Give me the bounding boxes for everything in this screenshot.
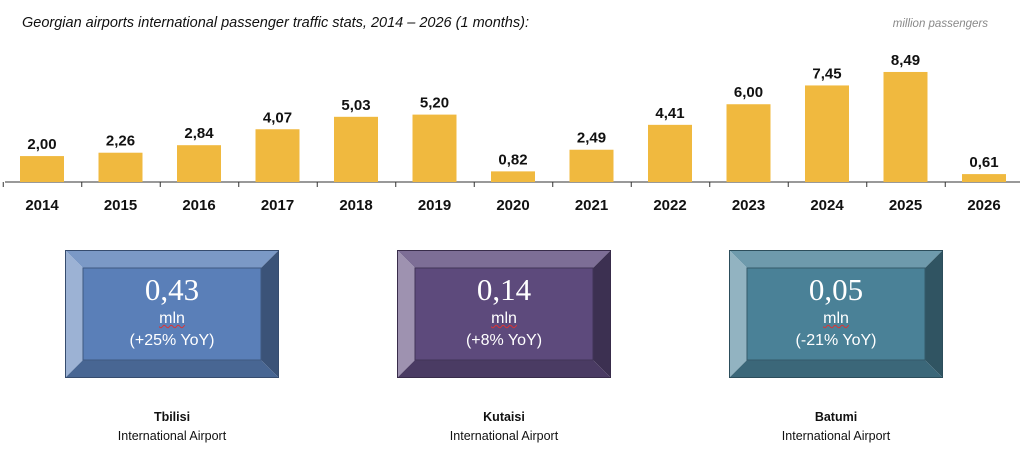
airport-name: Tbilisi: [153, 410, 191, 424]
x-tick-label: 2021: [575, 197, 608, 214]
passenger-value: 0,05: [808, 272, 864, 307]
data-label: 2,49: [577, 130, 606, 147]
data-label: 4,41: [655, 105, 684, 122]
bar: [20, 156, 64, 182]
data-label: 5,03: [341, 97, 370, 114]
passenger-value: 0,43: [144, 272, 200, 307]
bevel-frame: [65, 250, 279, 378]
unit-text: mln: [823, 310, 849, 327]
x-tick-label: 2017: [261, 197, 294, 214]
x-tick-label: 2024: [810, 197, 844, 214]
airport-subtitle: International Airport: [781, 429, 891, 443]
bar: [98, 152, 143, 182]
data-label: 2,00: [27, 136, 56, 153]
airport-subtitle: International Airport: [449, 429, 559, 443]
airport-caption: Tbilisi International Airport: [65, 408, 279, 446]
bevel-frame: [729, 250, 943, 378]
airport-caption: Batumi International Airport: [729, 408, 943, 446]
x-tick-label: 2015: [104, 197, 137, 214]
bar: [412, 114, 457, 182]
data-label: 0,61: [969, 154, 998, 171]
bar: [569, 149, 614, 182]
airport-caption: Kutaisi International Airport: [397, 408, 611, 446]
airport-name: Kutaisi: [483, 410, 525, 424]
bar: [177, 145, 221, 182]
x-tick-label: 2014: [25, 197, 59, 214]
bar-chart: 2,00 2014 2,26 2015 2,84 2016 4,07 2017 5,03 2018…: [2, 52, 1020, 214]
data-label: 7,45: [812, 65, 841, 82]
unit-text: mln: [159, 310, 185, 327]
x-tick-label: 2018: [339, 197, 372, 214]
data-label: 2,26: [106, 133, 135, 150]
x-tick-label: 2025: [889, 197, 922, 214]
x-tick-label: 2023: [732, 197, 765, 214]
bar: [883, 71, 928, 182]
unit-text: mln: [491, 310, 517, 327]
x-tick-label: 2022: [653, 197, 686, 214]
x-tick-label: 2026: [967, 197, 1000, 214]
x-tick-label: 2016: [182, 197, 215, 214]
bar: [726, 104, 771, 182]
chart-title: Georgian airports international passenge…: [22, 15, 529, 31]
data-label: 4,07: [263, 109, 292, 126]
yoy-change: (-21% YoY): [795, 332, 877, 349]
passenger-value: 0,14: [476, 272, 532, 307]
airport-subtitle: International Airport: [117, 429, 227, 443]
bevel-frame: [397, 250, 611, 378]
yoy-change: (+8% YoY): [465, 332, 543, 349]
unit-label: million passengers: [892, 18, 988, 30]
airport-tile-batumi: 0,05 mln (-21% YoY): [729, 250, 943, 378]
data-label: 5,20: [420, 95, 449, 112]
x-tick-label: 2019: [418, 197, 451, 214]
bar: [805, 85, 849, 182]
yoy-change: (+25% YoY): [129, 332, 215, 349]
airport-tile-kutaisi: 0,14 mln (+8% YoY): [397, 250, 611, 378]
data-label: 0,82: [498, 151, 527, 168]
x-tick-label: 2020: [496, 197, 529, 214]
bar: [491, 171, 535, 182]
airport-tile-tbilisi: 0,43 mln (+25% YoY): [65, 250, 279, 378]
data-label: 8,49: [891, 52, 920, 69]
bar: [648, 124, 692, 182]
airport-name: Batumi: [814, 410, 858, 424]
data-label: 6,00: [734, 84, 763, 101]
bar: [962, 174, 1006, 182]
data-label: 2,84: [184, 125, 214, 142]
bar: [334, 116, 378, 182]
bar: [255, 129, 300, 182]
